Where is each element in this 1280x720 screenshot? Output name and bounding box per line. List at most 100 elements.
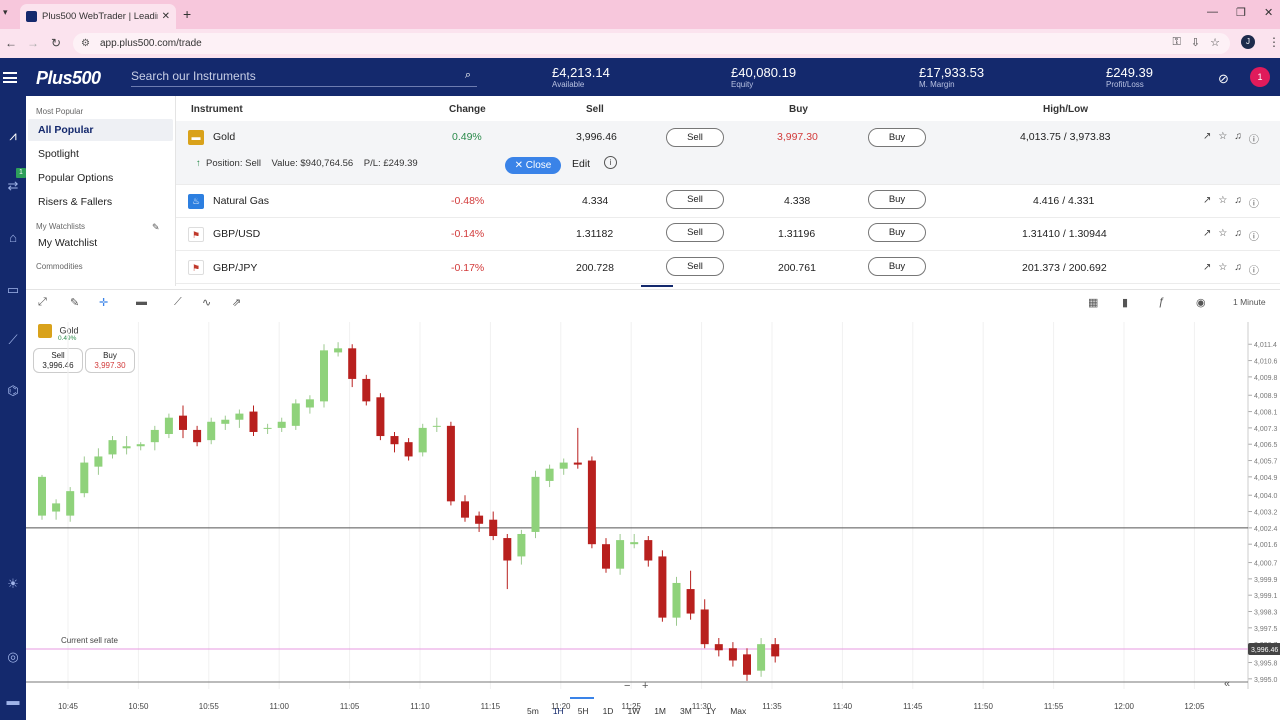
candle-body [686,589,695,614]
hide-balance-icon[interactable]: ⊘ [1218,71,1229,86]
reload-icon[interactable]: ↻ [51,36,62,50]
table-row-gbp-jpy[interactable]: ⚑ GBP/JPY -0.17% 200.728 Sell 200.761 Bu… [176,251,1280,284]
sell-button[interactable]: Sell [666,128,724,147]
support-icon[interactable]: ◎ [7,649,19,664]
timeframe-1d[interactable]: 1D [602,706,614,716]
draw-pencil-icon[interactable]: ✎ [70,297,80,309]
analytics-icon[interactable]: ⟋ [8,332,18,347]
indicators-icon[interactable]: ƒ [1158,296,1165,308]
timeframe-max[interactable]: Max [730,706,747,716]
crosshair-icon[interactable]: ✛ [99,297,109,309]
password-key-icon[interactable]: ⚿ [1172,36,1181,48]
install-app-icon[interactable]: ⇩ [1190,37,1201,49]
candle-body [700,609,709,645]
positions-icon[interactable]: ⇄ [7,178,19,193]
chart-icon[interactable]: ↗ [1203,228,1212,239]
forward-icon[interactable]: → [27,36,39,50]
candle-body [616,540,625,569]
fullscreen-icon[interactable]: ⤢ [38,296,47,308]
timeframe-5m[interactable]: 5m [527,706,539,716]
bank-icon[interactable]: ⌬ [7,383,19,398]
chat-icon[interactable]: ▬ [6,693,20,708]
col-sell: Sell [586,104,604,115]
timeframe-3m[interactable]: 3M [680,706,692,716]
timeframe-1y[interactable]: 1Y [705,706,717,716]
buy-button[interactable]: Buy [868,190,926,209]
current-rate-label: Current sell rate [61,636,118,645]
tab-search-icon[interactable]: ▾ [3,7,8,17]
trend-line-icon[interactable]: ⟋ [174,296,182,308]
buy-button[interactable]: Buy [868,223,926,242]
close-window-icon[interactable]: ✕ [1264,7,1274,19]
timeframe-bar: 5m 1H 5H 1D 1W 1M 3M 1Y Max [527,706,746,716]
chart-icon[interactable]: ↗ [1203,131,1212,142]
sell-button[interactable]: Sell [666,257,724,276]
info-icon[interactable]: ⓘ [1248,266,1259,277]
chart-sell-button[interactable]: Sell 3,996.46 [33,348,83,373]
profile-avatar[interactable]: J [1241,35,1255,49]
chart-icon[interactable]: ↗ [1203,262,1212,273]
y-tick-label: 4,002.4 [1254,526,1277,533]
category-popular-options[interactable]: Popular Options [38,172,114,184]
site-info-icon[interactable]: ⚙ [81,38,90,49]
interval-dropdown[interactable]: 1 Minute [1233,297,1266,307]
info-icon[interactable]: ⓘ [1248,232,1259,243]
hamburger-menu-icon[interactable] [3,72,17,83]
table-row-gold[interactable]: ▬ Gold 0.49% 3,996.46 Sell 3,997.30 Buy … [176,121,1280,185]
wallet-icon[interactable]: ▭ [6,282,20,297]
buy-button[interactable]: Buy [868,257,926,276]
panel-resize-handle[interactable] [641,285,673,287]
position-info-icon[interactable]: i [604,156,617,169]
close-position-button[interactable]: ✕ Close [505,157,561,174]
watchlist-star-icon[interactable]: ☆ [1218,228,1228,239]
browser-menu-icon[interactable]: ⋮ [1268,35,1280,49]
minimize-icon[interactable]: — [1207,6,1218,18]
category-spotlight[interactable]: Spotlight [38,148,79,160]
category-my-watchlist[interactable]: My Watchlist [38,237,98,249]
info-icon[interactable]: ⓘ [1248,199,1259,210]
chart-icon[interactable]: ↗ [1203,195,1212,206]
table-row-gbp-usd[interactable]: ⚑ GBP/USD -0.14% 1.31182 Sell 1.31196 Bu… [176,218,1280,251]
wave-icon[interactable]: ∿ [202,297,212,309]
watchlist-star-icon[interactable]: ☆ [1218,131,1228,142]
edit-position-button[interactable]: Edit [572,158,591,170]
alert-bell-icon[interactable]: ♫ [1234,131,1242,142]
search-icon[interactable]: ⌕ [464,69,471,81]
maximize-icon[interactable]: ❐ [1236,7,1246,19]
instrument-search-input[interactable]: Search our Instruments ⌕ [131,69,477,87]
info-icon[interactable]: ⓘ [1248,135,1259,146]
share-icon[interactable]: ⇗ [232,297,242,309]
bookmark-star-icon[interactable]: ☆ [1210,37,1220,49]
alert-bell-icon[interactable]: ♫ [1234,228,1242,239]
timeframe-1m[interactable]: 1M [654,706,666,716]
browser-tab[interactable]: Plus500 WebTrader | Leading C ✕ [20,4,176,29]
timeframe-1h[interactable]: 1H [552,706,564,716]
new-tab-icon[interactable]: + [183,6,192,22]
back-icon[interactable]: ← [5,36,17,50]
notification-badge[interactable]: 1 [1250,67,1270,87]
candlestick-chart[interactable]: 10:45 10:50 10:55 11:00 11:05 11:10 11:15 11:20… [26,312,1280,712]
brightness-icon[interactable]: ☀ [7,576,19,591]
url-field[interactable]: ⚙ app.plus500.com/trade ⚿ ⇩ ☆ [73,33,1230,54]
edit-watchlist-icon[interactable]: ✎ [152,222,160,232]
trade-chart-icon[interactable]: ⩘ [9,128,17,143]
candle-type-icon[interactable]: ▮ [1122,297,1129,309]
sell-button[interactable]: Sell [666,223,724,242]
table-row-natural-gas[interactable]: ♨ Natural Gas -0.48% 4.334 Sell 4.338 Bu… [176,185,1280,218]
close-tab-icon[interactable]: ✕ [161,11,170,22]
watchlist-star-icon[interactable]: ☆ [1218,262,1228,273]
alert-bell-icon[interactable]: ♫ [1234,195,1242,206]
category-all-popular[interactable]: All Popular [28,119,173,141]
timeframe-5h[interactable]: 5H [577,706,589,716]
sell-button[interactable]: Sell [666,190,724,209]
chart-buy-button[interactable]: Buy 3,997.30 [85,348,135,373]
alert-bell-icon[interactable]: ♫ [1234,262,1242,273]
comment-icon[interactable]: ▬ [136,296,147,308]
buy-button[interactable]: Buy [868,128,926,147]
orders-tag-icon[interactable]: ⌂ [9,230,17,245]
layout-grid-icon[interactable]: ▦ [1088,297,1099,309]
category-risers-fallers[interactable]: Risers & Fallers [38,196,113,208]
visibility-eye-icon[interactable]: ◉ [1196,297,1206,309]
watchlist-star-icon[interactable]: ☆ [1218,195,1228,206]
timeframe-1w[interactable]: 1W [627,706,641,716]
